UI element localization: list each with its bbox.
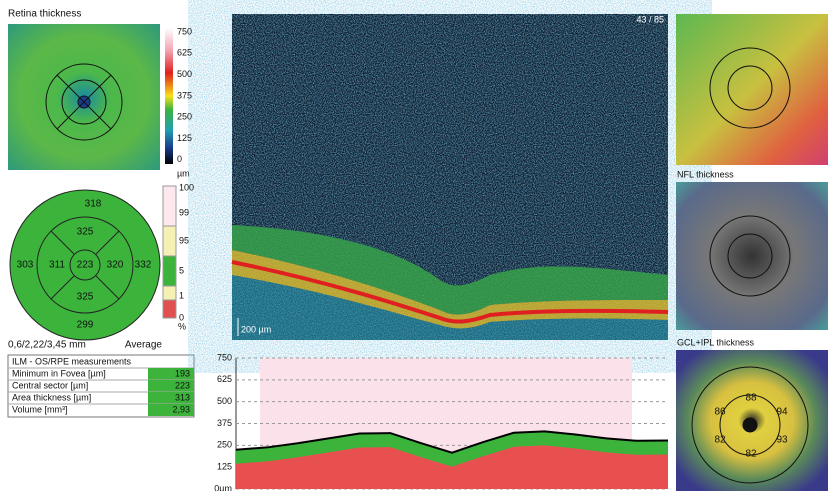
nfl-title: NFL thickness xyxy=(677,169,734,179)
scalebar-label: 200 µm xyxy=(241,324,271,334)
gcl-value: 86 xyxy=(714,407,726,418)
gcl-value: 93 xyxy=(776,435,788,446)
row-value: 2,93 xyxy=(172,404,190,414)
gcl-title: GCL+IPL thickness xyxy=(677,337,754,347)
colorbar-label: 250 xyxy=(177,112,192,122)
rings-caption: 0,6/2,22/3,45 mm xyxy=(8,340,86,351)
colorbar-label: 125 xyxy=(177,133,192,143)
scale-unit: % xyxy=(178,321,186,331)
value-cell xyxy=(148,368,194,380)
colorbar-unit: µm xyxy=(177,168,190,178)
sector-value: 223 xyxy=(77,260,94,271)
value-cell xyxy=(148,392,194,404)
scale-borderline xyxy=(162,225,177,257)
row-label: Volume [mm³] xyxy=(12,404,68,414)
scale-label: 95 xyxy=(179,235,189,245)
row-label: Central sector [µm] xyxy=(12,380,88,390)
right-panel: NFL thickness GCL+IPL thickness xyxy=(676,14,828,491)
colorbar-label: 375 xyxy=(177,90,192,100)
scale-label: 5 xyxy=(179,265,184,275)
scale-label: 0 xyxy=(179,312,184,322)
sector-value: 318 xyxy=(85,199,102,210)
gcl-value: 94 xyxy=(776,407,788,418)
scale-label: 1 xyxy=(179,290,184,300)
y-tick-label: 125 xyxy=(217,462,232,472)
gcl-value: 82 xyxy=(745,449,757,460)
retina-layers xyxy=(231,225,669,340)
row-label: Minimum in Fovea [µm] xyxy=(12,368,106,378)
y-tick-label: 625 xyxy=(217,374,232,384)
colorbar-label: 500 xyxy=(177,69,192,79)
table-header: ILM - OS/RPE measurements xyxy=(12,356,132,366)
retina-map-small xyxy=(676,14,828,165)
y-tick-label: 750 xyxy=(217,352,232,362)
scale-low xyxy=(162,285,177,301)
gcl-value: 88 xyxy=(745,393,757,404)
profile-red xyxy=(236,445,668,489)
sector-value: 325 xyxy=(77,292,94,303)
row-value: 223 xyxy=(175,380,190,390)
sector-value: 303 xyxy=(17,260,34,271)
thickness-line xyxy=(235,430,669,454)
sector-value: 332 xyxy=(135,260,152,271)
map-title: Retina thickness xyxy=(8,9,81,20)
left-panel: Retina thickness µm % 0,6/2,22/3,45 mm A… xyxy=(7,9,195,418)
gcl-value: 82 xyxy=(714,435,726,446)
mode-caption: Average xyxy=(125,340,163,351)
value-cell xyxy=(148,404,194,416)
scale-abnormal xyxy=(162,299,177,319)
colorbar-label: 0 xyxy=(177,154,182,164)
y-tick-label: 250 xyxy=(217,440,232,450)
scale-normal-high xyxy=(162,185,177,227)
scale-label: 100 xyxy=(179,182,194,192)
colorbar xyxy=(165,28,173,164)
nfl-map xyxy=(676,182,828,330)
sector-value: 311 xyxy=(49,260,65,271)
sector-value: 299 xyxy=(77,320,94,331)
row-label: Area thickness [µm] xyxy=(12,392,91,402)
sector-value: 325 xyxy=(77,227,94,238)
etdrs-grid xyxy=(45,63,123,141)
slice-counter: 43 / 85 xyxy=(636,14,664,24)
y-tick-label: 0µm xyxy=(214,483,232,491)
row-value: 313 xyxy=(175,392,190,402)
colorbar-label: 750 xyxy=(177,26,192,36)
row-value: 193 xyxy=(175,368,190,378)
scale-label: 99 xyxy=(179,207,189,217)
y-tick-label: 500 xyxy=(217,396,232,406)
etdrs-chart xyxy=(9,189,161,341)
y-tick-label: 375 xyxy=(217,418,232,428)
scale-normal xyxy=(162,255,177,287)
colorbar-label: 625 xyxy=(177,48,192,58)
value-cell xyxy=(148,380,194,392)
sector-value: 320 xyxy=(107,260,124,271)
overlay-grids xyxy=(691,47,809,484)
